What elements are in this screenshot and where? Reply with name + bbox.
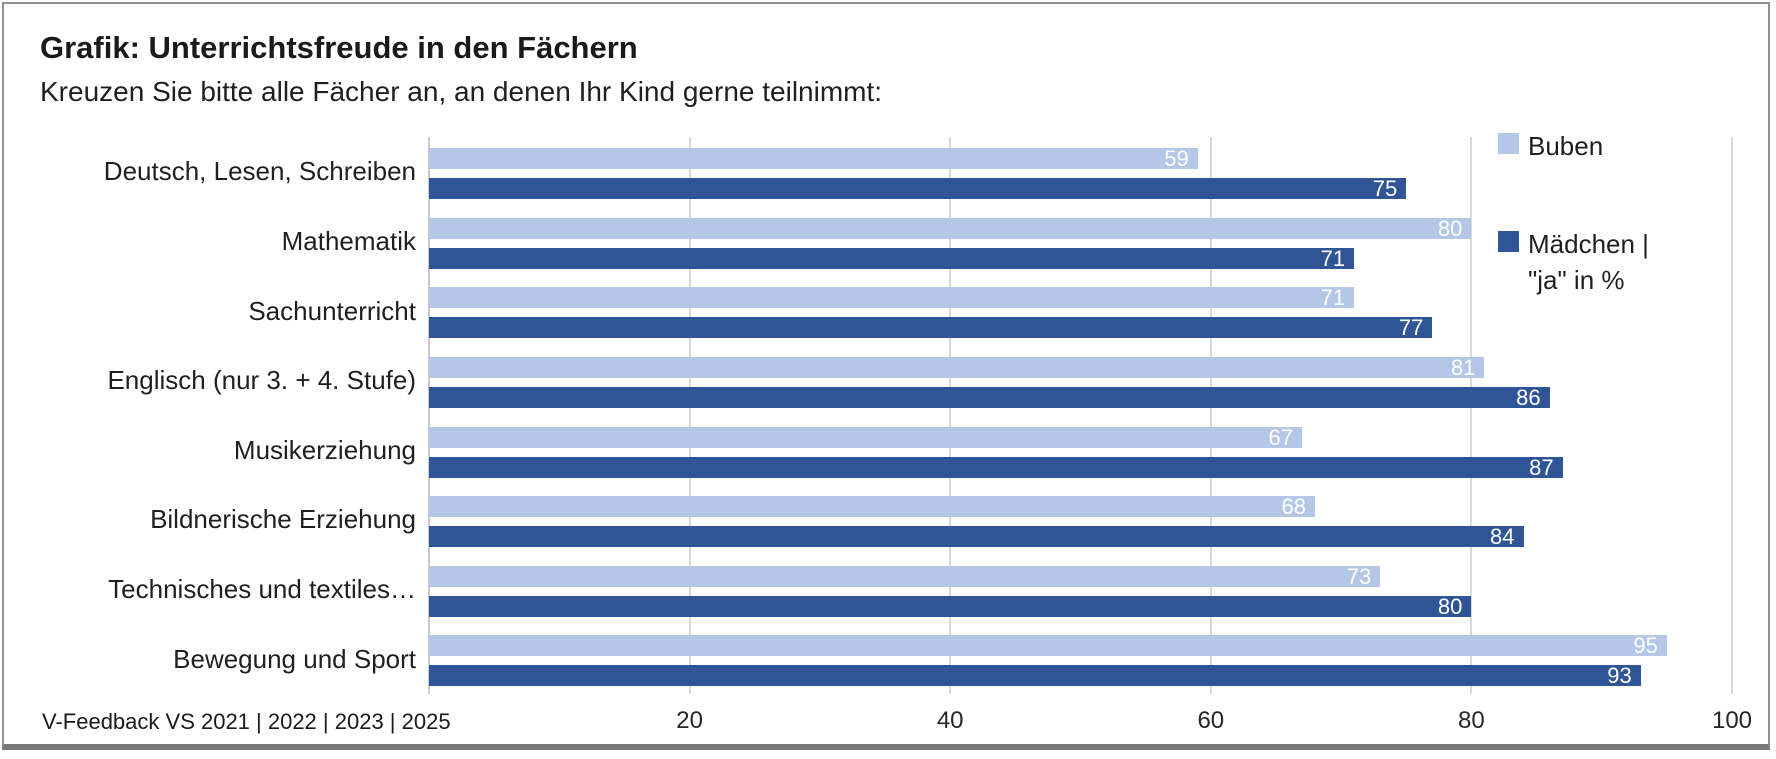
bar-group: 95 93 (429, 624, 1732, 694)
value-label: 71 (1320, 285, 1346, 311)
legend-entry-maedchen: Mädchen | "ja" in % (1498, 226, 1649, 298)
x-tick-label-20: 20 (676, 707, 703, 734)
bar-buben: 95 (429, 633, 1667, 659)
legend-swatch-icon (1498, 231, 1519, 252)
gridline-100 (1731, 137, 1733, 694)
value-label: 80 (1437, 593, 1463, 619)
category-label: Sachunterricht (248, 295, 416, 326)
value-label: 86 (1516, 384, 1541, 410)
bar-buben: 67 (429, 424, 1302, 450)
gridline-20 (688, 137, 691, 694)
x-tick-label-60: 60 (1197, 707, 1225, 734)
bar-maedchen: 87 (429, 454, 1563, 480)
legend-entry-buben: Buben (1498, 128, 1603, 164)
value-label: 67 (1268, 424, 1293, 450)
bar-maedchen: 77 (429, 315, 1433, 341)
bar-group: 81 86 (429, 346, 1732, 416)
value-label: 81 (1450, 354, 1476, 380)
legend-label: Mädchen | "ja" in % (1528, 229, 1649, 295)
x-tick-label-100: 100 (1711, 707, 1753, 734)
value-label: 71 (1320, 245, 1346, 271)
x-tick-label-40: 40 (936, 707, 964, 734)
legend-label: Buben (1528, 131, 1604, 161)
bar-buben: 73 (429, 563, 1381, 589)
value-label: 95 (1633, 633, 1658, 659)
bar-maedchen: 84 (429, 524, 1524, 550)
category-label: Musikerziehung (233, 434, 416, 465)
value-label: 80 (1437, 215, 1463, 241)
category-label: Mathematik (281, 225, 416, 256)
bar-group: 68 84 (429, 485, 1732, 555)
category-label: Bildnerische Erziehung (150, 504, 416, 535)
chart-subtitle: Kreuzen Sie bitte alle Fächer an, an den… (40, 76, 883, 107)
category-label: Technisches und textiles… (108, 574, 416, 605)
bar-maedchen: 75 (429, 176, 1407, 201)
value-label: 59 (1164, 146, 1189, 171)
value-label: 93 (1607, 663, 1632, 689)
bar-buben: 71 (429, 285, 1355, 311)
bar-group: 73 80 (429, 555, 1732, 625)
bar-maedchen: 80 (429, 593, 1472, 619)
bar-buben: 59 (429, 146, 1198, 171)
x-axis-ticks: 20 40 60 80 100 (429, 707, 1752, 741)
bar-maedchen: 93 (429, 663, 1641, 689)
gridline-60 (1209, 137, 1212, 694)
value-label: 68 (1281, 494, 1307, 520)
category-axis: Deutsch, Lesen, Schreiben Mathematik Sachu… (4, 137, 416, 694)
chart-title: Grafik: Unterrichtsfreude in den Fächern (40, 30, 638, 65)
bar-group: 80 71 (429, 207, 1732, 277)
plot-area: 59 75 80 71 71 77 81 86 67 87 68 84 73 80 95 93 (428, 137, 1733, 694)
bar-group: 71 77 (429, 276, 1732, 346)
value-label: 75 (1372, 176, 1398, 201)
category-label: Deutsch, Lesen, Schreiben (103, 156, 416, 187)
value-label: 87 (1529, 454, 1554, 480)
legend-swatch-icon (1498, 133, 1519, 154)
value-label: 73 (1346, 563, 1372, 589)
bar-group: 67 87 (429, 416, 1732, 486)
category-label: Englisch (nur 3. + 4. Stufe) (107, 365, 416, 396)
x-tick-label-80: 80 (1458, 707, 1485, 734)
bar-maedchen: 71 (429, 245, 1355, 271)
gridline-0 (428, 137, 430, 694)
bar-maedchen: 86 (429, 384, 1550, 410)
category-label: Bewegung und Sport (173, 643, 416, 674)
bar-group: 59 75 (429, 137, 1732, 207)
value-label: 77 (1398, 315, 1424, 341)
bar-buben: 68 (429, 494, 1316, 520)
gridline-80 (1470, 137, 1473, 694)
bar-buben: 81 (429, 354, 1485, 380)
gridline-40 (949, 137, 952, 694)
source-note: V-Feedback VS 2021 | 2022 | 2023 | 2025 (42, 709, 451, 734)
bar-buben: 80 (429, 215, 1472, 241)
value-label: 84 (1490, 524, 1515, 550)
